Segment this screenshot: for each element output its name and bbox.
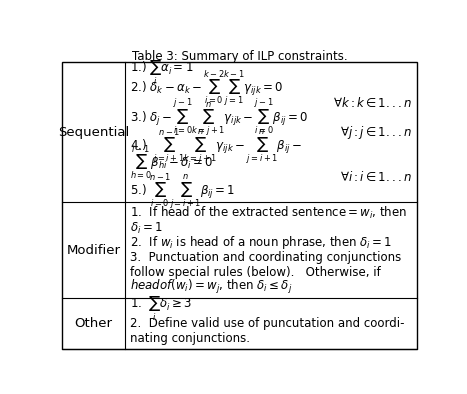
Text: $\sum_{h=0}^{i-1} \beta_{hi} - \delta_i = 0$: $\sum_{h=0}^{i-1} \beta_{hi} - \delta_i …	[130, 143, 213, 181]
Text: 1.  If head of the extracted sentence$= w_i$, then: 1. If head of the extracted sentence$= w…	[130, 205, 407, 221]
Text: 1.) $\sum_i \alpha_i = 1$: 1.) $\sum_i \alpha_i = 1$	[130, 59, 193, 87]
Text: 5.) $\sum_{i=0}^{n-1} \sum_{j=i+1}^{n} \beta_{ij} = 1$: 5.) $\sum_{i=0}^{n-1} \sum_{j=i+1}^{n} \…	[130, 172, 235, 212]
Text: Table 3: Summary of ILP constraints.: Table 3: Summary of ILP constraints.	[132, 50, 347, 63]
Text: $\forall i : i \in 1...n$: $\forall i : i \in 1...n$	[340, 170, 412, 184]
Text: Other: Other	[75, 317, 113, 330]
Text: $headof(w_i) = w_j$, then $\delta_i \leq \delta_j$: $headof(w_i) = w_j$, then $\delta_i \leq…	[130, 278, 292, 296]
Text: follow special rules (below).   Otherwise, if: follow special rules (below). Otherwise,…	[130, 266, 381, 279]
Text: 4.)  $\sum_{j=i+1}^{n-1} \sum_{k=j+1}^{n} \gamma_{ijk} - \sum_{j=i+1}^{n} \beta_: 4.) $\sum_{j=i+1}^{n-1} \sum_{k=j+1}^{n}…	[130, 127, 302, 167]
Text: 3.  Punctuation and coordinating conjunctions: 3. Punctuation and coordinating conjunct…	[130, 251, 401, 264]
Text: Modifier: Modifier	[67, 244, 120, 257]
Text: nating conjunctions.: nating conjunctions.	[130, 332, 250, 345]
Text: 2.  Define valid use of puncutation and coordi-: 2. Define valid use of puncutation and c…	[130, 317, 404, 330]
Text: Sequential: Sequential	[58, 126, 129, 139]
Text: 3.) $\delta_j - \sum_{i=0}^{j-1} \sum_{k=j+1}^{n} \gamma_{ijk} - \sum_{i=0}^{j-1: 3.) $\delta_j - \sum_{i=0}^{j-1} \sum_{k…	[130, 97, 308, 138]
Text: 2.) $\delta_k - \alpha_k - \sum_{i=0}^{k-2} \sum_{j=1}^{k-1} \gamma_{ijk} = 0$: 2.) $\delta_k - \alpha_k - \sum_{i=0}^{k…	[130, 69, 283, 108]
Text: $\forall j : j \in 1...n$: $\forall j : j \in 1...n$	[340, 124, 412, 141]
Text: 1.  $\sum_i \delta_i \geq 3$: 1. $\sum_i \delta_i \geq 3$	[130, 295, 192, 323]
Text: 2.  If $w_i$ is head of a noun phrase, then $\delta_i = 1$: 2. If $w_i$ is head of a noun phrase, th…	[130, 234, 392, 251]
Text: $\delta_i = 1$: $\delta_i = 1$	[130, 221, 163, 236]
Text: $\forall k : k \in 1...n$: $\forall k : k \in 1...n$	[333, 96, 412, 110]
